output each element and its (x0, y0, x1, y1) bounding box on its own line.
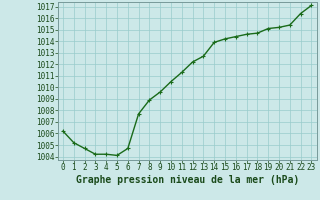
X-axis label: Graphe pression niveau de la mer (hPa): Graphe pression niveau de la mer (hPa) (76, 175, 299, 185)
